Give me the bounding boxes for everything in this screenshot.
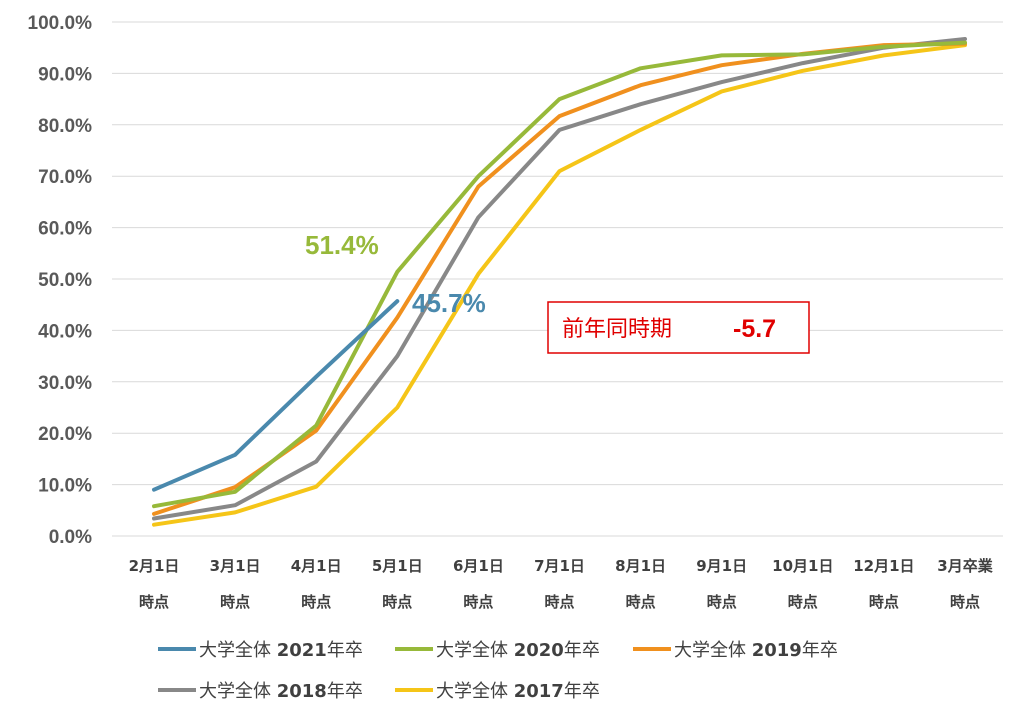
legend-label: 大学全体 2020年卒 bbox=[436, 640, 600, 661]
x-tick-label: 8月1日 bbox=[615, 557, 666, 575]
x-tick-sublabel: 時点 bbox=[301, 593, 331, 611]
legend-label: 大学全体 2021年卒 bbox=[199, 640, 363, 661]
series-lines bbox=[152, 37, 967, 527]
x-tick-sublabel: 時点 bbox=[220, 593, 250, 611]
x-tick-label: 7月1日 bbox=[534, 557, 585, 575]
x-tick-sublabel: 時点 bbox=[463, 593, 493, 611]
x-tick-sublabel: 時点 bbox=[382, 593, 412, 611]
y-tick-label: 50.0% bbox=[38, 270, 92, 291]
callout-label: 前年同時期 bbox=[562, 317, 672, 342]
series-line-3 bbox=[152, 37, 967, 521]
x-tick-sublabel: 時点 bbox=[707, 593, 737, 611]
x-tick-label: 12月1日 bbox=[853, 557, 914, 575]
y-tick-label: 100.0% bbox=[28, 13, 93, 34]
series-line-1 bbox=[152, 40, 967, 509]
x-tick-label: 3月卒業 bbox=[937, 557, 993, 575]
x-tick-sublabel: 時点 bbox=[544, 593, 574, 611]
legend-item: 大学全体 2020年卒 bbox=[395, 640, 600, 661]
y-tick-label: 70.0% bbox=[38, 167, 92, 188]
legend-label: 大学全体 2017年卒 bbox=[436, 681, 600, 702]
legend-item: 大学全体 2021年卒 bbox=[158, 640, 363, 661]
legend-label: 大学全体 2019年卒 bbox=[674, 640, 838, 661]
y-tick-label: 40.0% bbox=[38, 321, 92, 342]
x-tick-label: 5月1日 bbox=[372, 557, 423, 575]
y-tick-label: 30.0% bbox=[38, 373, 92, 394]
legend-item: 大学全体 2017年卒 bbox=[395, 681, 600, 702]
y-tick-label: 20.0% bbox=[38, 424, 92, 445]
y-tick-label: 10.0% bbox=[38, 476, 92, 497]
x-tick-label: 6月1日 bbox=[453, 557, 504, 575]
x-tick-sublabel: 時点 bbox=[788, 593, 818, 611]
y-tick-label: 90.0% bbox=[38, 64, 92, 85]
x-tick-sublabel: 時点 bbox=[950, 593, 980, 611]
annotation-2021-value: 45.7% bbox=[412, 288, 486, 318]
y-tick-label: 60.0% bbox=[38, 219, 92, 240]
x-tick-label: 3月1日 bbox=[210, 557, 261, 575]
x-tick-label: 4月1日 bbox=[291, 557, 342, 575]
x-tick-sublabel: 時点 bbox=[626, 593, 656, 611]
y-tick-label: 80.0% bbox=[38, 116, 92, 137]
x-tick-label: 2月1日 bbox=[129, 557, 180, 575]
annotation-2020-value: 51.4% bbox=[305, 230, 379, 260]
legend-label: 大学全体 2018年卒 bbox=[199, 681, 363, 702]
series-line-0 bbox=[152, 299, 400, 492]
legend-item: 大学全体 2018年卒 bbox=[158, 681, 363, 702]
y-tick-label: 0.0% bbox=[49, 527, 92, 548]
x-tick-sublabel: 時点 bbox=[139, 593, 169, 611]
callout-value: -5.7 bbox=[733, 315, 776, 343]
legend-item: 大学全体 2019年卒 bbox=[633, 640, 838, 661]
x-tick-sublabel: 時点 bbox=[869, 593, 899, 611]
y-axis-tick-labels: 0.0% 10.0% 20.0% 30.0% 40.0% 50.0% 60.0% 70.0% 8… bbox=[28, 13, 93, 548]
callout-border bbox=[547, 301, 810, 354]
yoy-callout-box: 前年同時期 -5.7 bbox=[547, 301, 810, 354]
series-line-4 bbox=[152, 43, 967, 527]
x-tick-label: 9月1日 bbox=[696, 557, 747, 575]
x-tick-label: 10月1日 bbox=[772, 557, 833, 575]
